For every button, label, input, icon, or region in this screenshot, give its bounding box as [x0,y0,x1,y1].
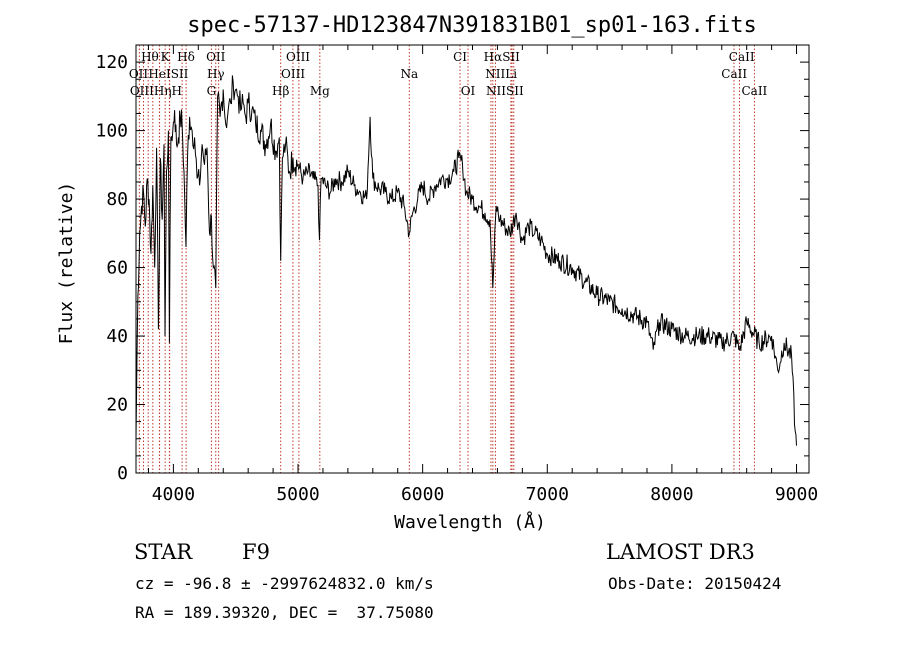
line-label: HeISII [148,67,188,81]
redshift-readout: cz = -96.8 ± -2997624832.0 km/s [135,574,434,593]
line-label: CaII [741,84,767,98]
x-axis-label: Wavelength (Å) [394,511,546,533]
line-label: Hδ [177,50,195,64]
line-label: OII [206,50,226,64]
line-label: Hβ [272,84,289,98]
y-tick-label: 40 [106,326,128,347]
object-type: STAR [134,540,193,564]
line-label: OI [461,84,476,98]
line-label: OIIIHηH [130,84,182,98]
x-tick-label: 8000 [650,484,693,505]
line-label: G [207,84,217,98]
line-label: NIISII [486,84,524,98]
x-tick-label: 5000 [276,484,319,505]
line-label: Hγ [207,67,225,81]
line-label: NIILi [485,67,517,81]
x-tick-label: 9000 [775,484,818,505]
line-label: CaII [721,67,747,81]
line-label: OII [129,67,149,81]
line-label: CaII [729,50,755,64]
flux-line [135,75,797,446]
plot-frame [135,44,810,474]
line-label: Hθ [141,50,159,64]
x-tick-label: 4000 [152,484,195,505]
chart-title: spec-57137-HD123847N391831B01_sp01-163.f… [187,13,757,38]
survey-name: LAMOST DR3 [606,540,755,564]
y-tick-label: 80 [106,189,128,210]
x-tick-label: 6000 [401,484,444,505]
y-tick-label: 0 [117,463,128,484]
y-axis-label: Flux (relative) [56,182,77,345]
spectral-line-markers [138,45,755,473]
line-label: HαSII [484,50,521,64]
flux-series [135,75,797,446]
coordinates-readout: RA = 189.39320, DEC = 37.75080 [135,603,434,622]
y-tick-label: 20 [106,395,128,416]
line-label: Na [400,67,418,81]
y-tick-label: 120 [95,52,128,73]
line-label: Mg [310,84,330,98]
line-label: CI [453,50,467,64]
observation-date: Obs-Date: 20150424 [608,574,782,593]
line-label: OIII [281,67,305,81]
axes: 4000 5000 6000 7000 8000 9000 0 20 40 60 80 100 120 [95,44,818,505]
y-tick-label: 100 [95,121,128,142]
x-tick-label: 7000 [526,484,569,505]
line-label: OIII [286,50,310,64]
spectral-subclass: F9 [242,540,270,564]
line-label: K [161,50,171,64]
y-tick-label: 60 [106,258,128,279]
